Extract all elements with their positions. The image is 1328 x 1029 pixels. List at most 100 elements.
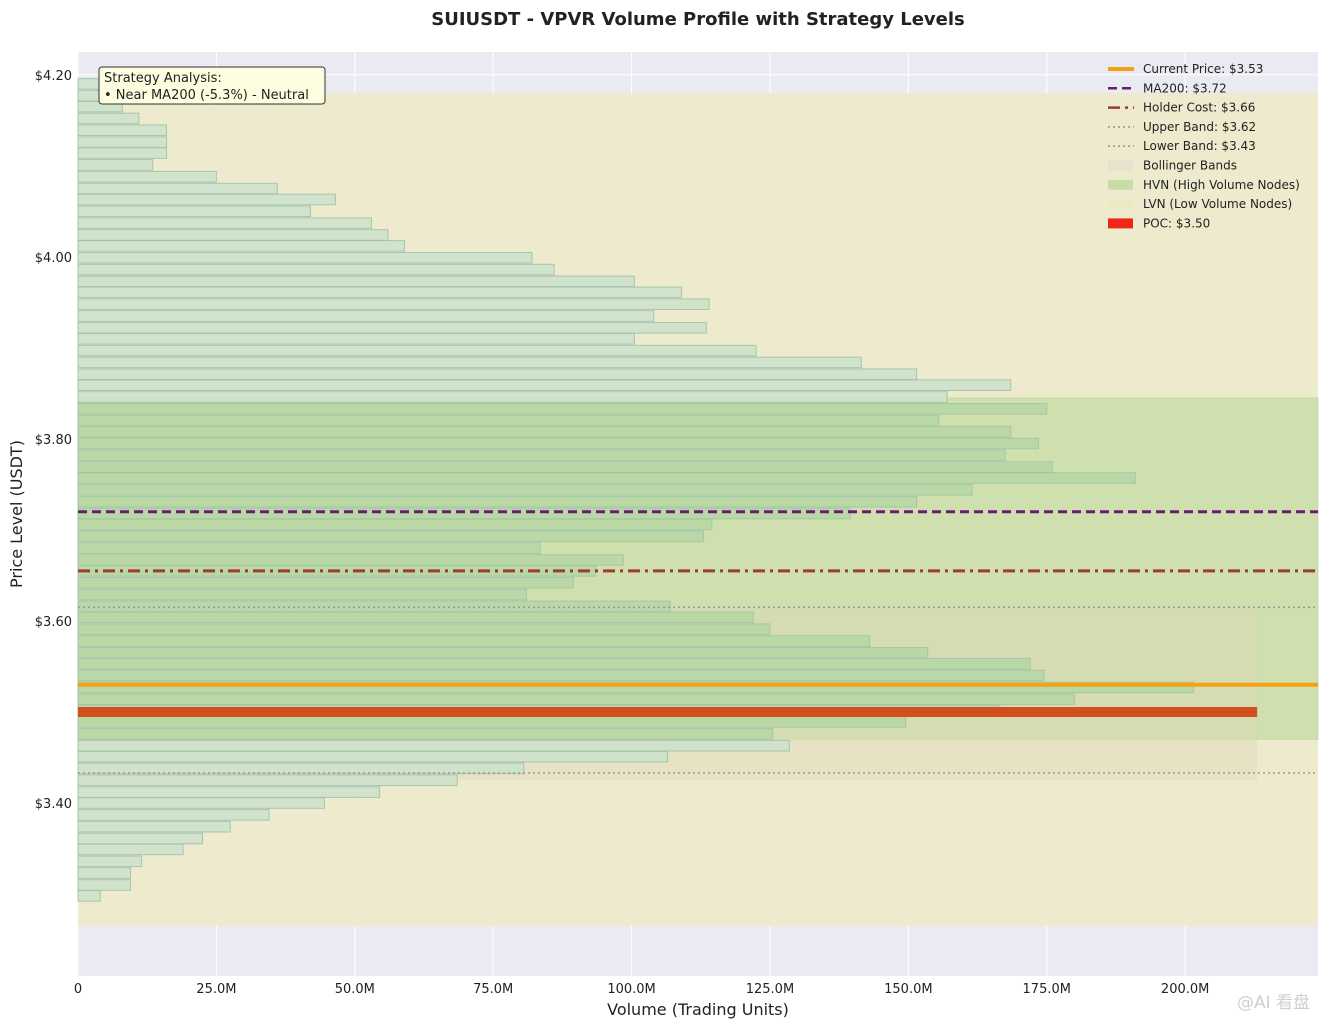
volume-bar — [77, 484, 973, 496]
volume-bar — [77, 693, 1075, 706]
legend-label: Holder Cost: $3.66 — [1143, 101, 1255, 115]
volume-bar — [77, 716, 907, 728]
volume-bar — [77, 774, 458, 787]
x-tick-label: 200.0M — [1161, 982, 1209, 997]
legend-label: POC: $3.50 — [1143, 216, 1210, 230]
annotation-line-1: Strategy Analysis: — [104, 71, 222, 86]
annotation-box — [98, 66, 326, 105]
legend-label: Current Price: $3.53 — [1143, 62, 1263, 76]
volume-bar — [77, 78, 101, 90]
legend-label: HVN (High Volume Nodes) — [1143, 178, 1300, 192]
y-tick-label: $3.80 — [35, 433, 72, 448]
legend-swatch — [1108, 218, 1133, 229]
volume-bar — [77, 263, 555, 276]
volume-bar — [77, 786, 381, 798]
volume-bar — [77, 855, 143, 868]
volume-bar — [77, 403, 1048, 415]
legend-swatch — [1108, 199, 1133, 210]
volume-bar — [77, 414, 940, 427]
volume-bar — [77, 890, 101, 902]
legend: Current Price: $3.53 MA200: $3.72 Holder C… — [1108, 62, 1300, 230]
poc-bar — [78, 707, 1258, 717]
volume-bar — [77, 495, 918, 508]
volume-bar — [77, 797, 325, 809]
volume-bar — [77, 728, 774, 740]
x-tick-label: 125.0M — [746, 982, 794, 997]
volume-bar — [77, 322, 707, 334]
volume-bar — [77, 635, 871, 647]
legend-swatch — [1108, 160, 1133, 171]
volume-bars — [77, 78, 1194, 902]
volume-bar — [77, 356, 862, 369]
strategy-annotation: Strategy Analysis: • Near MA200 (-5.3%) … — [98, 66, 326, 105]
volume-bar — [77, 879, 132, 891]
volume-bar — [77, 576, 574, 589]
volume-bar — [77, 762, 525, 775]
volume-bar — [77, 820, 231, 833]
legend-label: MA200: $3.72 — [1143, 81, 1227, 95]
x-tick-label: 150.0M — [884, 982, 932, 997]
volume-bar — [77, 275, 635, 288]
volume-bar — [77, 657, 1031, 670]
x-tick-label: 175.0M — [1023, 982, 1071, 997]
volume-bar — [77, 286, 682, 299]
volume-bar — [77, 332, 635, 345]
volume-bar — [77, 681, 1194, 694]
volume-bar — [77, 368, 918, 381]
volume-bar — [77, 600, 671, 613]
volume-bar — [77, 809, 270, 821]
watermark: @AI 看盘 — [1237, 993, 1310, 1013]
volume-bar — [77, 251, 533, 264]
volume-bar — [77, 147, 168, 159]
volume-bar — [77, 588, 527, 601]
volume-bar — [77, 170, 217, 183]
chart-title: SUIUSDT - VPVR Volume Profile with Strat… — [431, 9, 965, 30]
volume-bar — [77, 449, 1006, 462]
volume-bar — [77, 124, 168, 137]
y-tick-label: $3.40 — [35, 797, 72, 812]
volume-bar — [77, 136, 168, 148]
volume-bar — [77, 554, 624, 566]
x-tick-label: 75.0M — [473, 982, 513, 997]
legend-swatch — [1108, 179, 1133, 190]
volume-bar — [77, 310, 655, 322]
x-tick-label: 25.0M — [196, 982, 236, 997]
volume-bar — [77, 832, 204, 845]
x-axis-ticks: 0 25.0M 50.0M 75.0M 100.0M 125.0M 150.0M 175.0M… — [74, 982, 1210, 997]
volume-bar — [77, 159, 154, 171]
volume-bar — [77, 205, 311, 218]
strategy-levels — [78, 510, 1318, 774]
x-tick-label: 100.0M — [607, 982, 655, 997]
volume-bar — [77, 425, 1012, 438]
volume-bar — [77, 391, 948, 403]
volume-bar — [77, 750, 669, 763]
volume-bar — [77, 379, 1012, 391]
volume-bar — [77, 112, 140, 125]
legend-label: LVN (Low Volume Nodes) — [1143, 197, 1292, 211]
volume-bar — [77, 193, 336, 206]
y-axis-label: Price Level (USDT) — [7, 440, 26, 588]
volume-bar — [77, 669, 1045, 682]
volume-bar — [77, 344, 757, 357]
volume-bar — [77, 611, 754, 624]
volume-bar — [77, 240, 406, 252]
y-tick-label: $3.60 — [35, 615, 72, 630]
volume-bar — [77, 472, 1136, 484]
annotation-line-2: • Near MA200 (-5.3%) - Neutral — [104, 88, 309, 103]
volume-bar — [77, 623, 771, 635]
volume-bar — [77, 298, 710, 310]
volume-bar — [77, 461, 1053, 473]
x-axis-label: Volume (Trading Units) — [607, 1000, 789, 1019]
x-tick-label: 0 — [74, 982, 82, 997]
volume-bar — [77, 843, 184, 856]
volume-bar — [77, 518, 713, 531]
legend-label: Lower Band: $3.43 — [1143, 139, 1256, 153]
x-tick-label: 50.0M — [335, 982, 375, 997]
y-axis-ticks: $3.40 $3.60 $3.80 $4.00 $4.20 — [35, 69, 72, 812]
volume-bar — [77, 437, 1039, 450]
y-tick-label: $4.00 — [35, 251, 72, 266]
volume-bar — [77, 647, 929, 659]
legend-label: Upper Band: $3.62 — [1143, 120, 1256, 134]
volume-bar — [77, 182, 278, 195]
